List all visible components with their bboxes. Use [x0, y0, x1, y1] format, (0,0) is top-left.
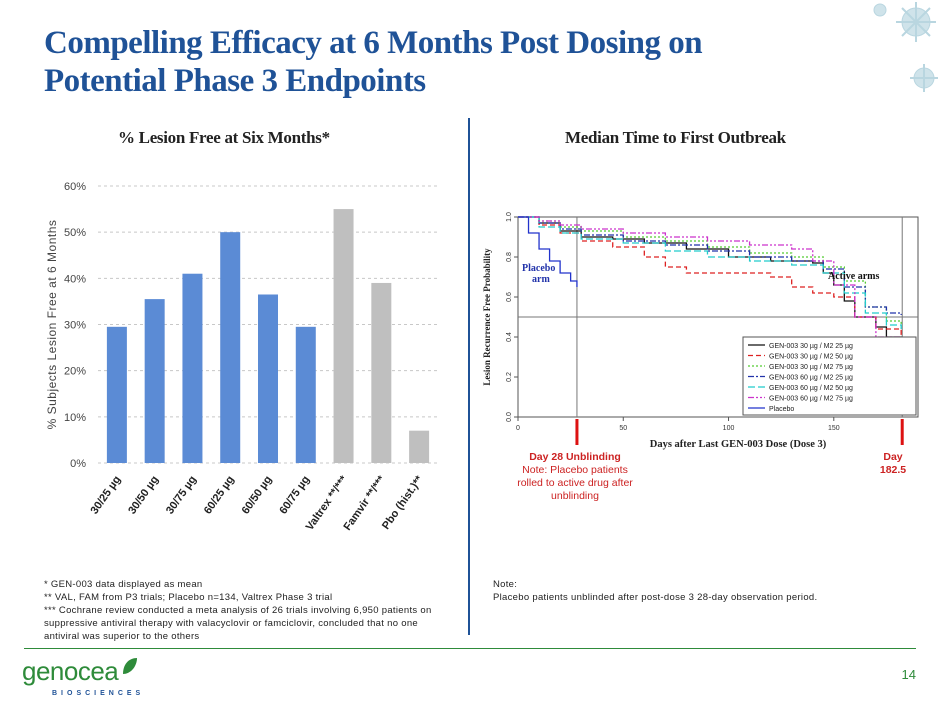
logo-subtext: BIOSCIENCES: [52, 690, 145, 697]
y-tick-label: 60%: [64, 181, 86, 193]
y-tick-label: 30%: [64, 320, 86, 332]
page-number: 14: [901, 667, 916, 682]
day28-annotation: Day 28 Unblinding Note: Placebo patients…: [512, 451, 638, 503]
day182-annotation: Day 182.5: [868, 451, 918, 477]
y-tick-label: 0.6: [506, 292, 513, 302]
footnote-1: * GEN-003 data displayed as mean: [44, 579, 203, 590]
logo-wordmark: genocea: [22, 656, 119, 686]
page-title: Compelling Efficacy at 6 Months Post Dos…: [44, 25, 703, 99]
legend-entry: GEN-003 30 µg / M2 50 µg: [769, 354, 853, 361]
x-tick-label: 0: [516, 425, 520, 432]
y-tick-label: 0.4: [506, 332, 513, 342]
km-series-line: [518, 216, 578, 287]
vertical-divider: [468, 118, 470, 635]
active-arms-label: Active arms: [828, 271, 879, 282]
company-logo: genocea BIOSCIENCES: [22, 656, 140, 697]
bar: [295, 326, 316, 463]
x-axis-label: Days after Last GEN-003 Dose (Dose 3): [650, 439, 827, 450]
bar: [409, 430, 430, 463]
bar-chart-title: % Lesion Free at Six Months*: [118, 128, 330, 147]
km-chart-title: Median Time to First Outbreak: [565, 128, 786, 147]
x-tick-label: Pbo (hist.)**: [380, 473, 426, 532]
x-tick-label: 50: [619, 425, 627, 432]
footnote-2: ** VAL, FAM from P3 trials; Placebo n=13…: [44, 592, 333, 603]
bar-chart: 0% 10% 20% 30% 40% 50% 60% % Subjects Lesion Fr…: [45, 181, 438, 533]
right-footnote-label: Note:: [493, 579, 518, 590]
day28-title: Day 28 Unblinding: [529, 451, 621, 463]
y-tick-label: 0%: [70, 458, 86, 470]
bar: [144, 299, 165, 463]
y-tick-label: 50%: [64, 227, 86, 239]
bar: [258, 294, 278, 463]
placebo-label-line: Placebo: [522, 263, 555, 274]
x-tick-label: 30/75 µg: [164, 474, 199, 517]
x-tick-label: 30/25 µg: [88, 474, 123, 517]
legend-box: [742, 336, 917, 416]
footnote-3: *** Cochrane review conducted a meta ana…: [44, 605, 432, 642]
x-tick-label: 100: [723, 425, 735, 432]
placebo-arm-label: Placebo arm: [522, 263, 555, 285]
right-footnote-text: Placebo patients unblinded after post-do…: [493, 592, 818, 603]
bar: [371, 282, 392, 463]
legend-entry: Placebo: [769, 406, 794, 413]
y-tick-label: 10%: [64, 412, 86, 424]
km-series-line: [518, 216, 902, 329]
bar: [182, 273, 203, 463]
y-tick-label: 0.8: [506, 252, 513, 262]
logo-leaf-icon: [122, 658, 137, 674]
x-tick-label: 60/25 µg: [202, 474, 237, 517]
y-tick-label: 20%: [64, 366, 86, 378]
x-tick-label: 150: [828, 425, 840, 432]
day28-note: Note: Placebo patients rolled to active …: [517, 464, 633, 502]
right-footnote: Note: Placebo patients unblinded after p…: [493, 578, 913, 604]
legend-entry: GEN-003 60 µg / M2 50 µg: [769, 385, 853, 392]
km-series-line: [518, 216, 902, 315]
bar: [220, 232, 241, 463]
day182-value: 182.5: [879, 464, 907, 476]
legend-entry: GEN-003 60 µg / M2 75 µg: [769, 396, 853, 403]
km-series-line: [518, 216, 902, 349]
virus-graphic-icon: [873, 2, 938, 92]
legend-entry: GEN-003 60 µg / M2 25 µg: [769, 375, 853, 382]
y-tick-label: 40%: [64, 273, 86, 285]
legend-entry: GEN-003 30 µg / M2 25 µg: [769, 343, 853, 350]
day182-title: Day: [883, 451, 903, 463]
y-axis-label: % Subjects Lesion Free at 6 Months: [45, 220, 59, 430]
x-tick-label: 60/75 µg: [277, 474, 312, 517]
left-footnotes: * GEN-003 data displayed as mean ** VAL,…: [44, 578, 444, 643]
x-tick-label: 60/50 µg: [240, 474, 275, 517]
bar: [333, 209, 354, 463]
y-tick-label: 0.0: [506, 412, 513, 422]
y-tick-label: 1.0: [506, 212, 513, 222]
placebo-label-line: arm: [532, 274, 550, 285]
x-tick-label: 30/50 µg: [126, 474, 161, 517]
y-tick-label: 0.2: [506, 372, 513, 382]
footer-rule: [24, 648, 916, 649]
legend-entry: GEN-003 30 µg / M2 75 µg: [769, 364, 853, 371]
bar: [106, 326, 127, 463]
y-axis-label: Lesion Recurrence Free Probability: [482, 248, 492, 386]
